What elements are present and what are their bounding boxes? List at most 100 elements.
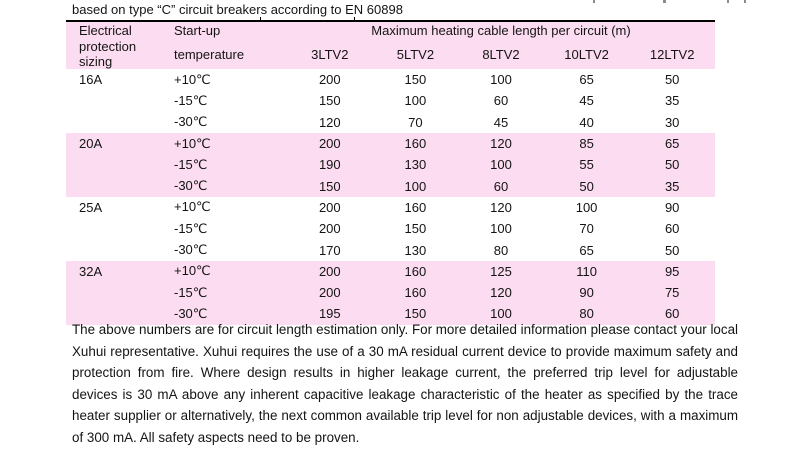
header-product-12ltv2: 12LTV2 — [629, 39, 715, 69]
table-body: 16A +10℃ 200 150 100 65 50 -15℃ 150 100 … — [66, 69, 715, 325]
table-row: 20A +10℃ 200 160 120 85 65 — [66, 132, 715, 155]
header-product-5ltv2: 5LTV2 — [372, 39, 459, 69]
cell-protection-sizing: 32A — [66, 260, 161, 282]
cell-length-value: 30 — [629, 111, 715, 133]
cell-startup-temperature: -15℃ — [161, 154, 287, 176]
cell-length-value: 65 — [629, 132, 715, 155]
cut-off-text-fragment — [744, 0, 746, 3]
cell-length-value: 50 — [629, 154, 715, 176]
cell-length-value: 120 — [458, 281, 544, 304]
header-temperature: temperature — [161, 39, 287, 69]
footer-paragraph: The above numbers are for circuit length… — [72, 322, 738, 445]
table-row: 25A +10℃ 200 160 120 100 90 — [66, 196, 715, 219]
cell-protection-sizing: 25A — [66, 196, 161, 219]
cell-length-value: 200 — [287, 260, 373, 282]
header-protection-sizing: protection sizing — [66, 39, 161, 69]
cell-protection-sizing — [66, 303, 161, 325]
cell-length-value: 65 — [543, 239, 630, 261]
cable-length-table-wrap: Electrical Start-up Maximum heating cabl… — [66, 17, 715, 325]
table-row: -15℃ 190 130 100 55 50 — [66, 154, 715, 176]
cell-length-value: 65 — [543, 69, 630, 91]
cell-protection-sizing: 16A — [66, 69, 161, 91]
cut-off-text-fragment — [663, 0, 666, 3]
cell-length-value: 120 — [458, 196, 544, 219]
cell-length-value: 150 — [287, 90, 373, 112]
cut-off-text-fragment — [727, 0, 729, 3]
cell-startup-temperature: +10℃ — [161, 69, 287, 91]
cell-protection-sizing — [66, 281, 161, 304]
cell-length-value: 60 — [458, 175, 544, 197]
table-row: -30℃ 195 150 100 80 60 — [66, 303, 715, 325]
cell-length-value: 80 — [543, 303, 630, 325]
cable-length-table: Electrical Start-up Maximum heating cabl… — [66, 22, 715, 325]
table-row: -30℃ 120 70 45 40 30 — [66, 111, 715, 133]
cell-protection-sizing — [66, 90, 161, 112]
cell-protection-sizing — [66, 154, 161, 176]
cell-startup-temperature: -15℃ — [161, 90, 287, 112]
cut-off-text-fragment — [593, 0, 595, 3]
cell-length-value: 45 — [458, 111, 544, 133]
cell-length-value: 160 — [372, 132, 459, 155]
cell-length-value: 60 — [629, 218, 715, 240]
cell-startup-temperature: -30℃ — [161, 175, 287, 197]
cell-startup-temperature: +10℃ — [161, 260, 287, 282]
cell-startup-temperature: -30℃ — [161, 303, 287, 325]
cell-length-value: 200 — [287, 218, 373, 240]
cell-length-value: 200 — [287, 69, 373, 91]
cell-length-value: 95 — [629, 260, 715, 282]
cell-length-value: 100 — [372, 90, 459, 112]
border-tick-mark — [354, 17, 355, 20]
cell-length-value: 110 — [543, 260, 630, 282]
cell-length-value: 150 — [287, 175, 373, 197]
table-row: -15℃ 200 150 100 70 60 — [66, 218, 715, 240]
cell-protection-sizing — [66, 239, 161, 261]
cell-length-value: 60 — [458, 90, 544, 112]
cell-length-value: 70 — [543, 218, 630, 240]
cell-length-value: 100 — [372, 175, 459, 197]
border-tick-mark — [260, 17, 261, 20]
cell-length-value: 85 — [543, 132, 630, 155]
cell-protection-sizing — [66, 218, 161, 240]
cell-startup-temperature: -30℃ — [161, 239, 287, 261]
cell-length-value: 150 — [372, 69, 459, 91]
cell-protection-sizing — [66, 175, 161, 197]
cell-length-value: 45 — [543, 90, 630, 112]
cell-length-value: 50 — [543, 175, 630, 197]
cell-length-value: 120 — [458, 132, 544, 155]
cell-length-value: 100 — [458, 218, 544, 240]
cell-length-value: 100 — [543, 196, 630, 219]
cell-length-value: 150 — [372, 303, 459, 325]
cell-length-value: 100 — [458, 154, 544, 176]
intro-line: based on type “C” circuit breakers accor… — [72, 2, 403, 17]
header-span-max-length: Maximum heating cable length per circuit… — [287, 22, 715, 39]
cell-length-value: 200 — [287, 132, 373, 155]
cell-length-value: 200 — [287, 196, 373, 219]
cell-startup-temperature: -15℃ — [161, 281, 287, 304]
cell-length-value: 50 — [629, 239, 715, 261]
header-row-2: protection sizing temperature 3LTV2 5LTV… — [66, 39, 715, 69]
cell-length-value: 60 — [629, 303, 715, 325]
cell-startup-temperature: +10℃ — [161, 132, 287, 155]
header-startup: Start-up — [161, 22, 287, 39]
cell-length-value: 50 — [629, 69, 715, 91]
cell-length-value: 130 — [372, 239, 459, 261]
cell-startup-temperature: -30℃ — [161, 111, 287, 133]
cell-length-value: 160 — [372, 196, 459, 219]
cell-length-value: 35 — [629, 90, 715, 112]
cell-length-value: 75 — [629, 281, 715, 304]
header-product-3ltv2: 3LTV2 — [287, 39, 373, 69]
cell-length-value: 120 — [287, 111, 373, 133]
cell-length-value: 80 — [458, 239, 544, 261]
cell-protection-sizing — [66, 111, 161, 133]
cell-length-value: 170 — [287, 239, 373, 261]
header-row-1: Electrical Start-up Maximum heating cabl… — [66, 22, 715, 39]
cell-length-value: 35 — [629, 175, 715, 197]
table-row: -30℃ 170 130 80 65 50 — [66, 239, 715, 261]
header-product-10ltv2: 10LTV2 — [543, 39, 630, 69]
cell-length-value: 90 — [629, 196, 715, 219]
cell-length-value: 40 — [543, 111, 630, 133]
table-header: Electrical Start-up Maximum heating cabl… — [66, 22, 715, 69]
cell-protection-sizing: 20A — [66, 132, 161, 155]
cell-length-value: 125 — [458, 260, 544, 282]
